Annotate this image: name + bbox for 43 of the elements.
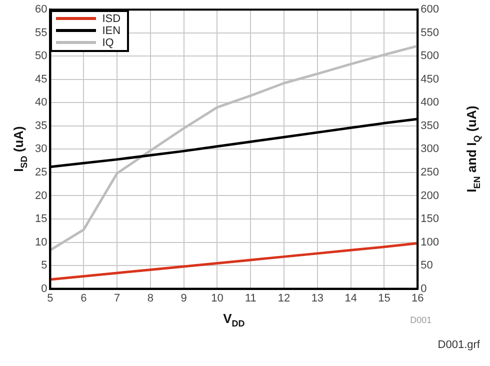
text: D001.grf (438, 338, 480, 351)
y2-tick-label: 100 (420, 236, 440, 248)
x-tick-label: 9 (180, 292, 187, 304)
text: D001 (410, 314, 432, 325)
y-tick-label: 30 (34, 143, 48, 156)
legend-label: IQ (102, 36, 114, 49)
x-tick-label: 8 (147, 292, 154, 304)
x-tick-label: 14 (344, 292, 357, 304)
y2-tick-label: 400 (420, 96, 440, 109)
x-axis-title: V$_{DD}$ (223, 310, 245, 328)
y-tick-label: 25 (34, 166, 48, 178)
y-tick-label: 40 (34, 96, 48, 109)
x-tick-label: 6 (80, 292, 87, 304)
x-tick-label: 15 (378, 292, 390, 304)
x-tick-label: 13 (311, 292, 324, 304)
y-tick-label: 10 (34, 236, 48, 248)
y-tick-label: 45 (34, 73, 48, 86)
x-tick-label: 7 (114, 292, 120, 304)
y2-tick-label: 50 (420, 260, 433, 272)
y-tick-label: 0 (41, 282, 48, 295)
x-tick-label: 16 (412, 292, 424, 304)
y2-tick-label: 300 (420, 143, 440, 156)
y2-tick-label: 500 (420, 50, 440, 62)
y2-tick-label: 550 (420, 26, 440, 39)
x-tick-label: 11 (244, 292, 256, 304)
y-tick-label: 20 (34, 190, 48, 202)
x-tick-label: 10 (211, 292, 224, 304)
y-tick-label: 55 (34, 26, 48, 39)
y2-tick-label: 350 (420, 120, 440, 132)
y2-tick-label: 200 (420, 190, 440, 202)
y2-tick-label: 250 (420, 166, 440, 178)
legend-label: IEN (102, 24, 121, 37)
y-tick-label: 35 (34, 120, 48, 132)
y-tick-label: 50 (34, 50, 48, 62)
y2-tick-label: 150 (420, 213, 440, 226)
y-tick-label: 60 (34, 4, 48, 16)
y2-tick-label: 450 (420, 73, 440, 86)
y-tick-label: 5 (41, 260, 48, 272)
y2-tick-label: 600 (420, 4, 440, 16)
y2-tick-label: 0 (420, 282, 427, 295)
y-tick-label: 15 (34, 213, 48, 226)
x-tick-label: 12 (278, 292, 290, 304)
legend-label: ISD (102, 12, 121, 25)
